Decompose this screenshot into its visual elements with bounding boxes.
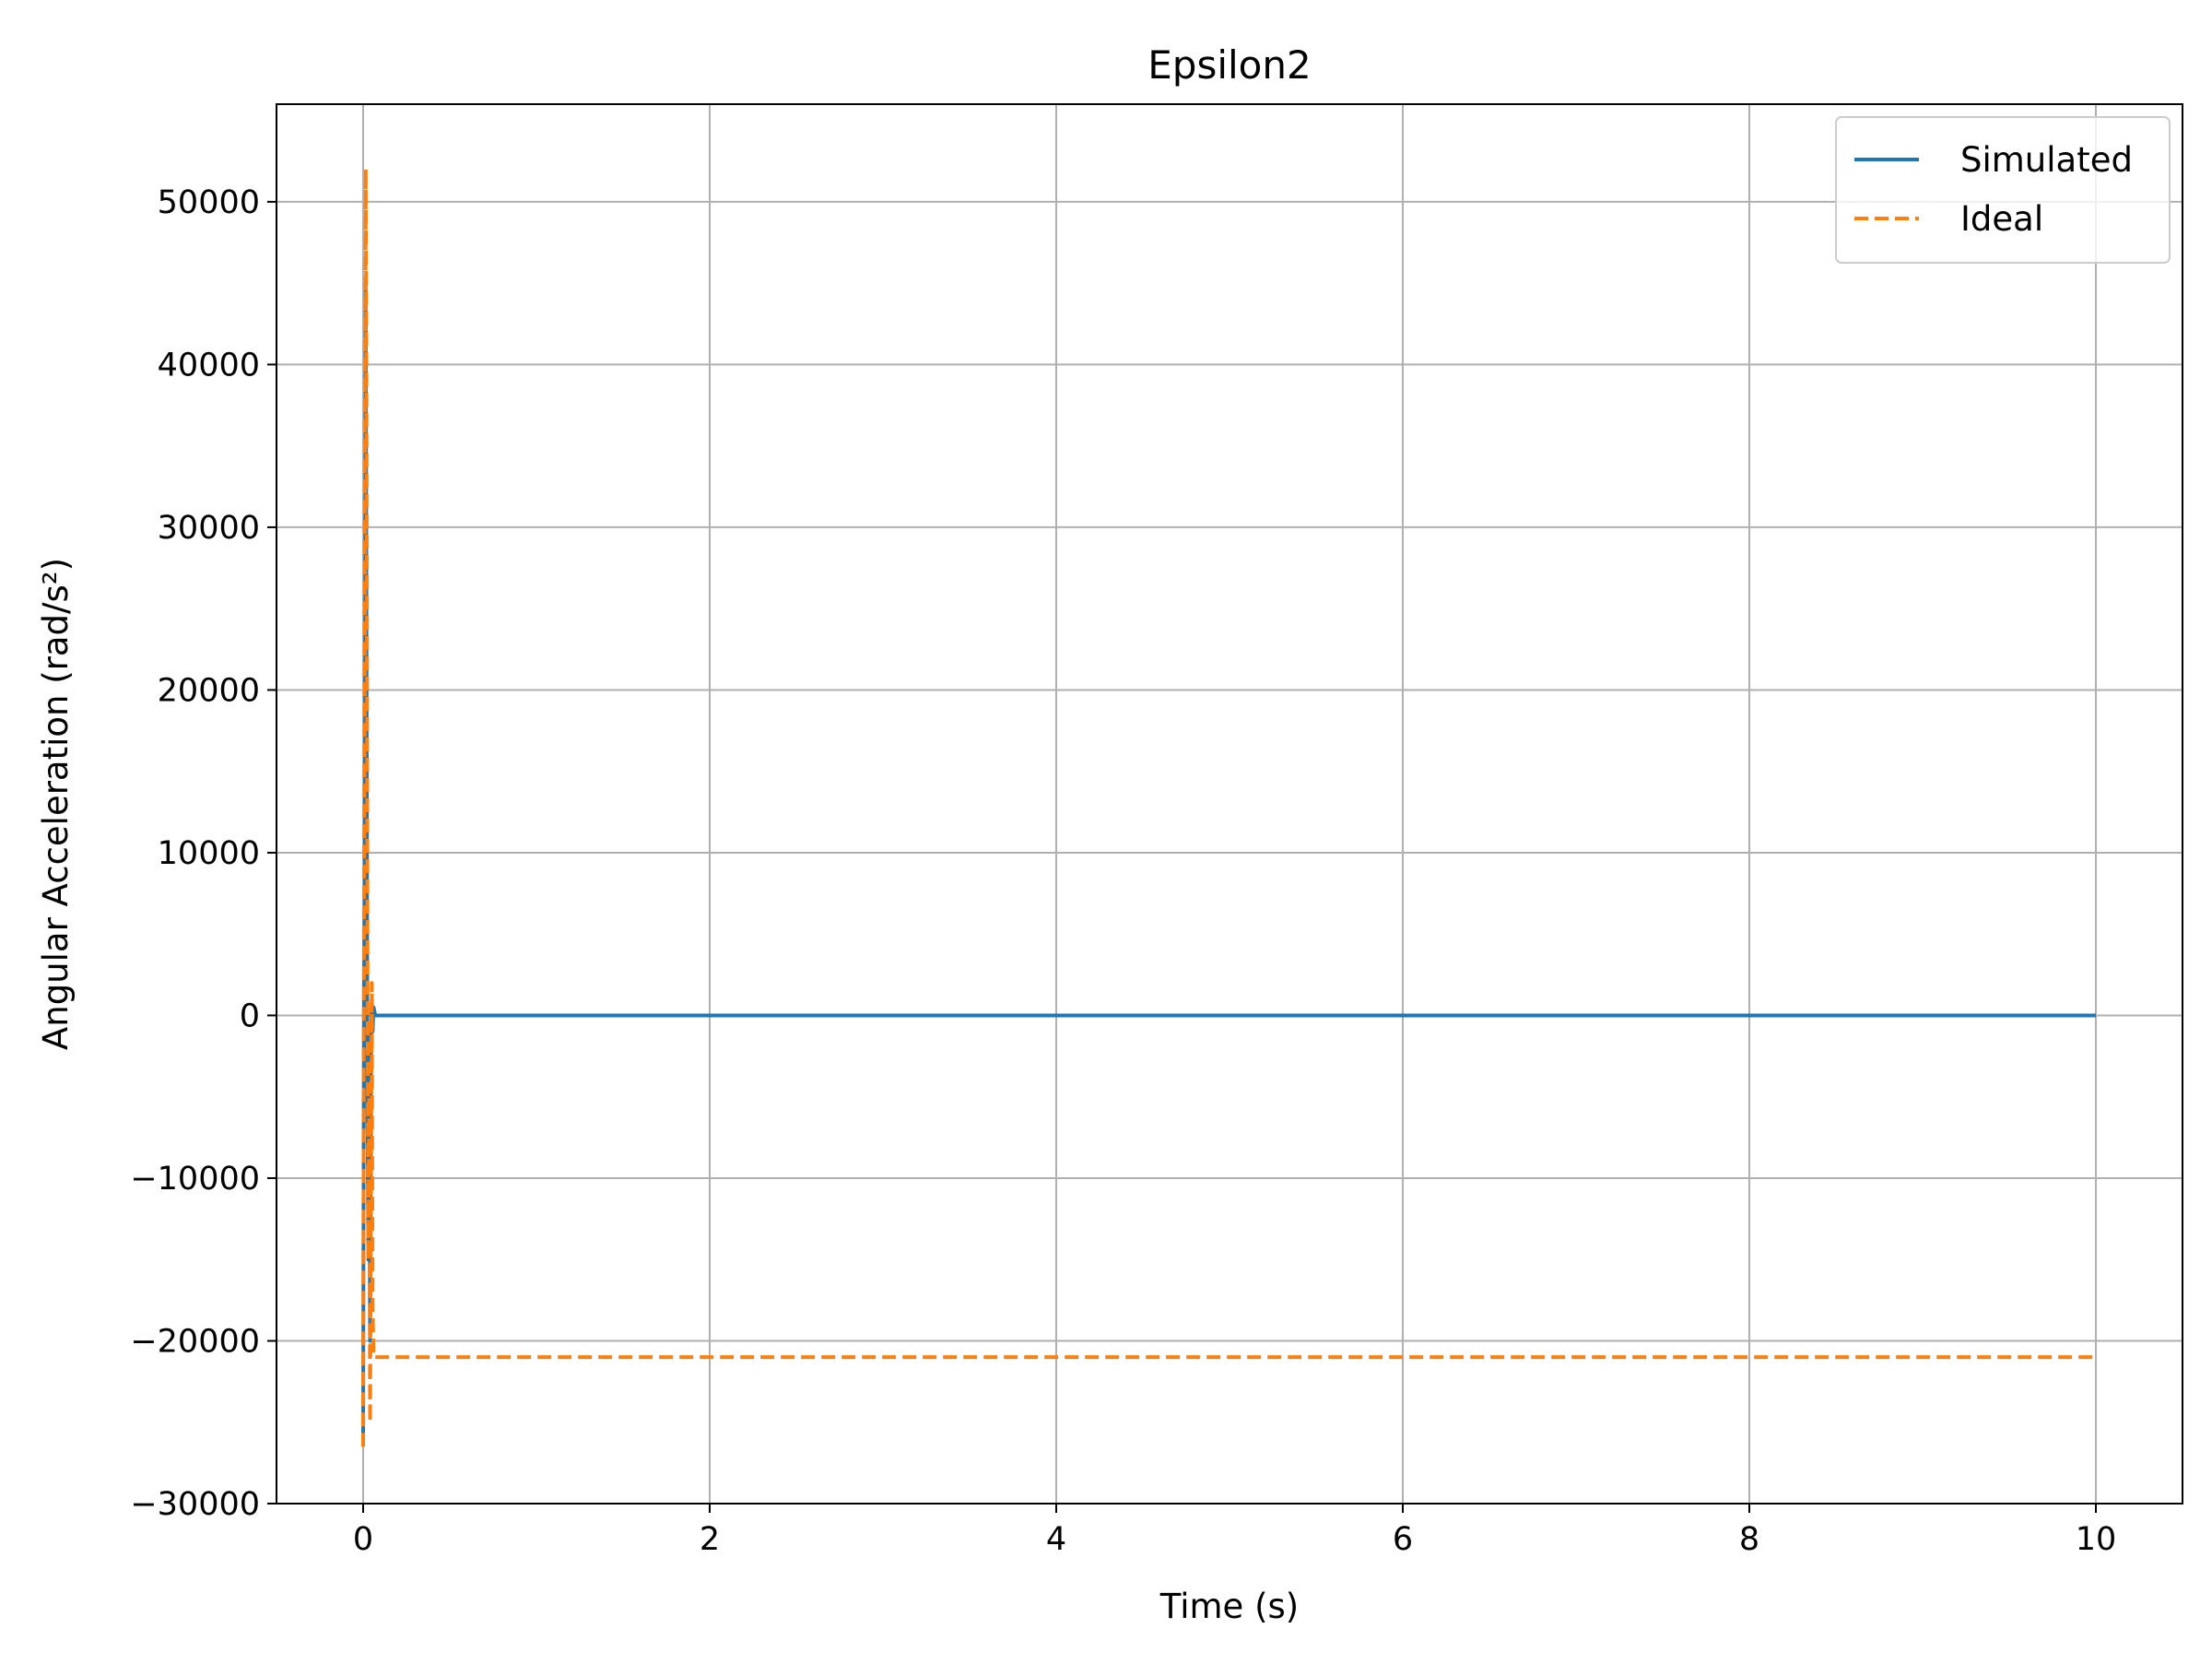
y-tick-label: 10000	[158, 835, 260, 872]
legend-label-ideal: Ideal	[1960, 199, 2043, 239]
y-tick-label: −10000	[130, 1161, 260, 1198]
series-line-simulated	[361, 281, 2096, 1439]
legend-label-simulated: Simulated	[1960, 140, 2133, 180]
y-axis-ticks: −30000 −20000 −10000 0 10000 20000 30000 40000 5…	[130, 184, 276, 1523]
plot-frame	[276, 103, 2183, 1505]
y-tick-label: −30000	[130, 1486, 260, 1523]
legend-box	[1835, 116, 2171, 264]
y-tick-label: 30000	[158, 510, 260, 547]
legend: Simulated Ideal	[1835, 116, 2171, 264]
x-tick-label: 8	[1739, 1521, 1759, 1558]
x-axis-label: Time (s)	[1159, 1587, 1299, 1626]
y-axis-label: Angular Acceleration (rad/s²)	[36, 558, 76, 1050]
x-tick-label: 10	[2076, 1521, 2117, 1558]
x-tick-label: 6	[1393, 1521, 1413, 1558]
x-tick-label: 0	[353, 1521, 373, 1558]
y-tick-label: −20000	[130, 1323, 260, 1360]
y-tick-label: 50000	[158, 184, 260, 221]
x-tick-label: 2	[700, 1521, 720, 1558]
y-tick-label: 20000	[158, 672, 260, 709]
x-axis-ticks: 0 2 4 6 8 10	[353, 1504, 2116, 1558]
series-line-ideal	[361, 167, 2096, 1447]
y-tick-label: 0	[240, 997, 260, 1034]
x-tick-label: 4	[1046, 1521, 1066, 1558]
chart-title: Epsilon2	[1147, 42, 1311, 88]
y-tick-label: 40000	[158, 347, 260, 384]
plot-area	[361, 167, 2096, 1447]
